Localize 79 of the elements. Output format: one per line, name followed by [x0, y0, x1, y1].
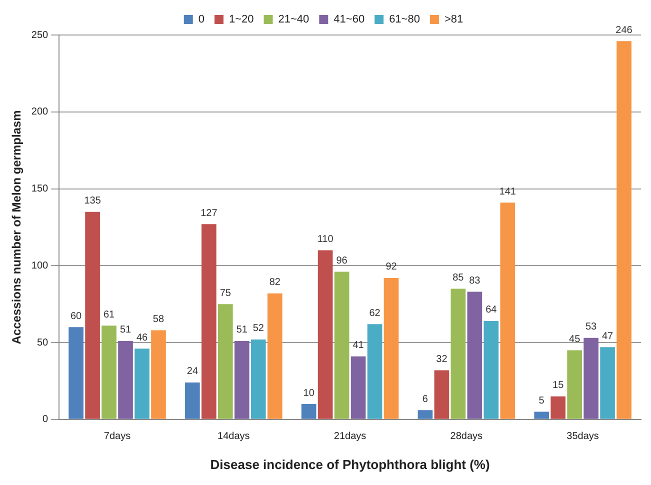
- bar: [484, 320, 499, 419]
- legend-label: 1~20: [229, 14, 254, 26]
- y-tick-label: 50: [36, 337, 49, 348]
- data-label: 58: [152, 314, 164, 325]
- bar: [250, 339, 266, 419]
- legend-label: >81: [444, 14, 464, 26]
- bar: [500, 202, 516, 419]
- bar: [450, 288, 466, 419]
- y-tick-label: 200: [31, 106, 49, 118]
- data-label: 64: [486, 304, 498, 316]
- bar: [350, 356, 366, 419]
- bar: [118, 340, 133, 419]
- y-tick-label: 250: [31, 30, 49, 41]
- data-label: 53: [585, 322, 598, 333]
- bar: [234, 340, 250, 419]
- data-label: 60: [70, 310, 82, 322]
- x-axis-title: Disease incidence of Phytophthora blight (%): [210, 456, 490, 472]
- legend-label: 61~80: [389, 14, 420, 26]
- data-label: 52: [252, 323, 264, 334]
- bar: [567, 350, 582, 419]
- y-tick-label: 0: [42, 414, 49, 426]
- bar: [418, 410, 433, 419]
- x-tick-label: 7days: [104, 431, 131, 442]
- data-label: 96: [336, 256, 348, 267]
- bar: [318, 250, 333, 419]
- bar: [151, 330, 166, 419]
- data-label: 110: [317, 234, 334, 246]
- data-label: 246: [616, 24, 633, 36]
- bar: [102, 326, 116, 419]
- data-label: 5: [538, 395, 545, 406]
- y-tick-label: 150: [31, 184, 49, 195]
- data-label: 51: [120, 324, 132, 336]
- data-label: 46: [136, 332, 148, 344]
- data-label: 51: [236, 324, 248, 336]
- data-label: 24: [186, 366, 198, 378]
- bar: [301, 404, 316, 419]
- data-label: 10: [303, 388, 315, 399]
- data-label: 41: [352, 340, 364, 352]
- data-label: 61: [103, 309, 116, 320]
- x-tick-label: 35days: [566, 431, 599, 442]
- data-label: 75: [220, 288, 232, 299]
- y-tick-label: 100: [31, 260, 49, 272]
- bar: [384, 278, 399, 419]
- bar: [202, 224, 216, 419]
- data-label: 141: [499, 186, 516, 198]
- data-label: 83: [469, 276, 481, 287]
- legend-label: 21~40: [278, 14, 310, 26]
- data-label: 92: [386, 262, 398, 273]
- x-tick-label: 14days: [218, 431, 250, 442]
- x-tick-label: 21days: [334, 431, 366, 442]
- data-label: 47: [602, 330, 614, 342]
- data-label: 6: [422, 394, 428, 405]
- data-label: 127: [200, 208, 218, 219]
- data-label: 85: [452, 272, 464, 284]
- bar: [185, 382, 200, 419]
- data-label: 32: [436, 354, 448, 365]
- bar: [584, 338, 598, 419]
- x-tick-label: 28days: [450, 431, 483, 442]
- data-label: 62: [369, 308, 381, 319]
- bar: [85, 212, 100, 419]
- bar: [68, 327, 84, 419]
- bar: [334, 272, 350, 419]
- data-label: 15: [552, 380, 564, 392]
- bar: [550, 396, 566, 419]
- data-label: 45: [569, 334, 581, 345]
- bar: [267, 293, 282, 419]
- legend-label: 41~60: [334, 14, 365, 26]
- bar: [367, 324, 382, 419]
- bar: [467, 292, 482, 419]
- bar: [134, 348, 150, 419]
- bar: [534, 412, 550, 419]
- legend-label: 0: [198, 14, 205, 26]
- bar: [218, 304, 233, 419]
- bar: [616, 41, 632, 419]
- bar: [434, 370, 450, 419]
- data-label: 82: [269, 277, 281, 288]
- data-label: 135: [84, 196, 102, 207]
- bar: [600, 347, 615, 419]
- y-axis-title: Accessions number of Melon germplasm: [10, 110, 24, 344]
